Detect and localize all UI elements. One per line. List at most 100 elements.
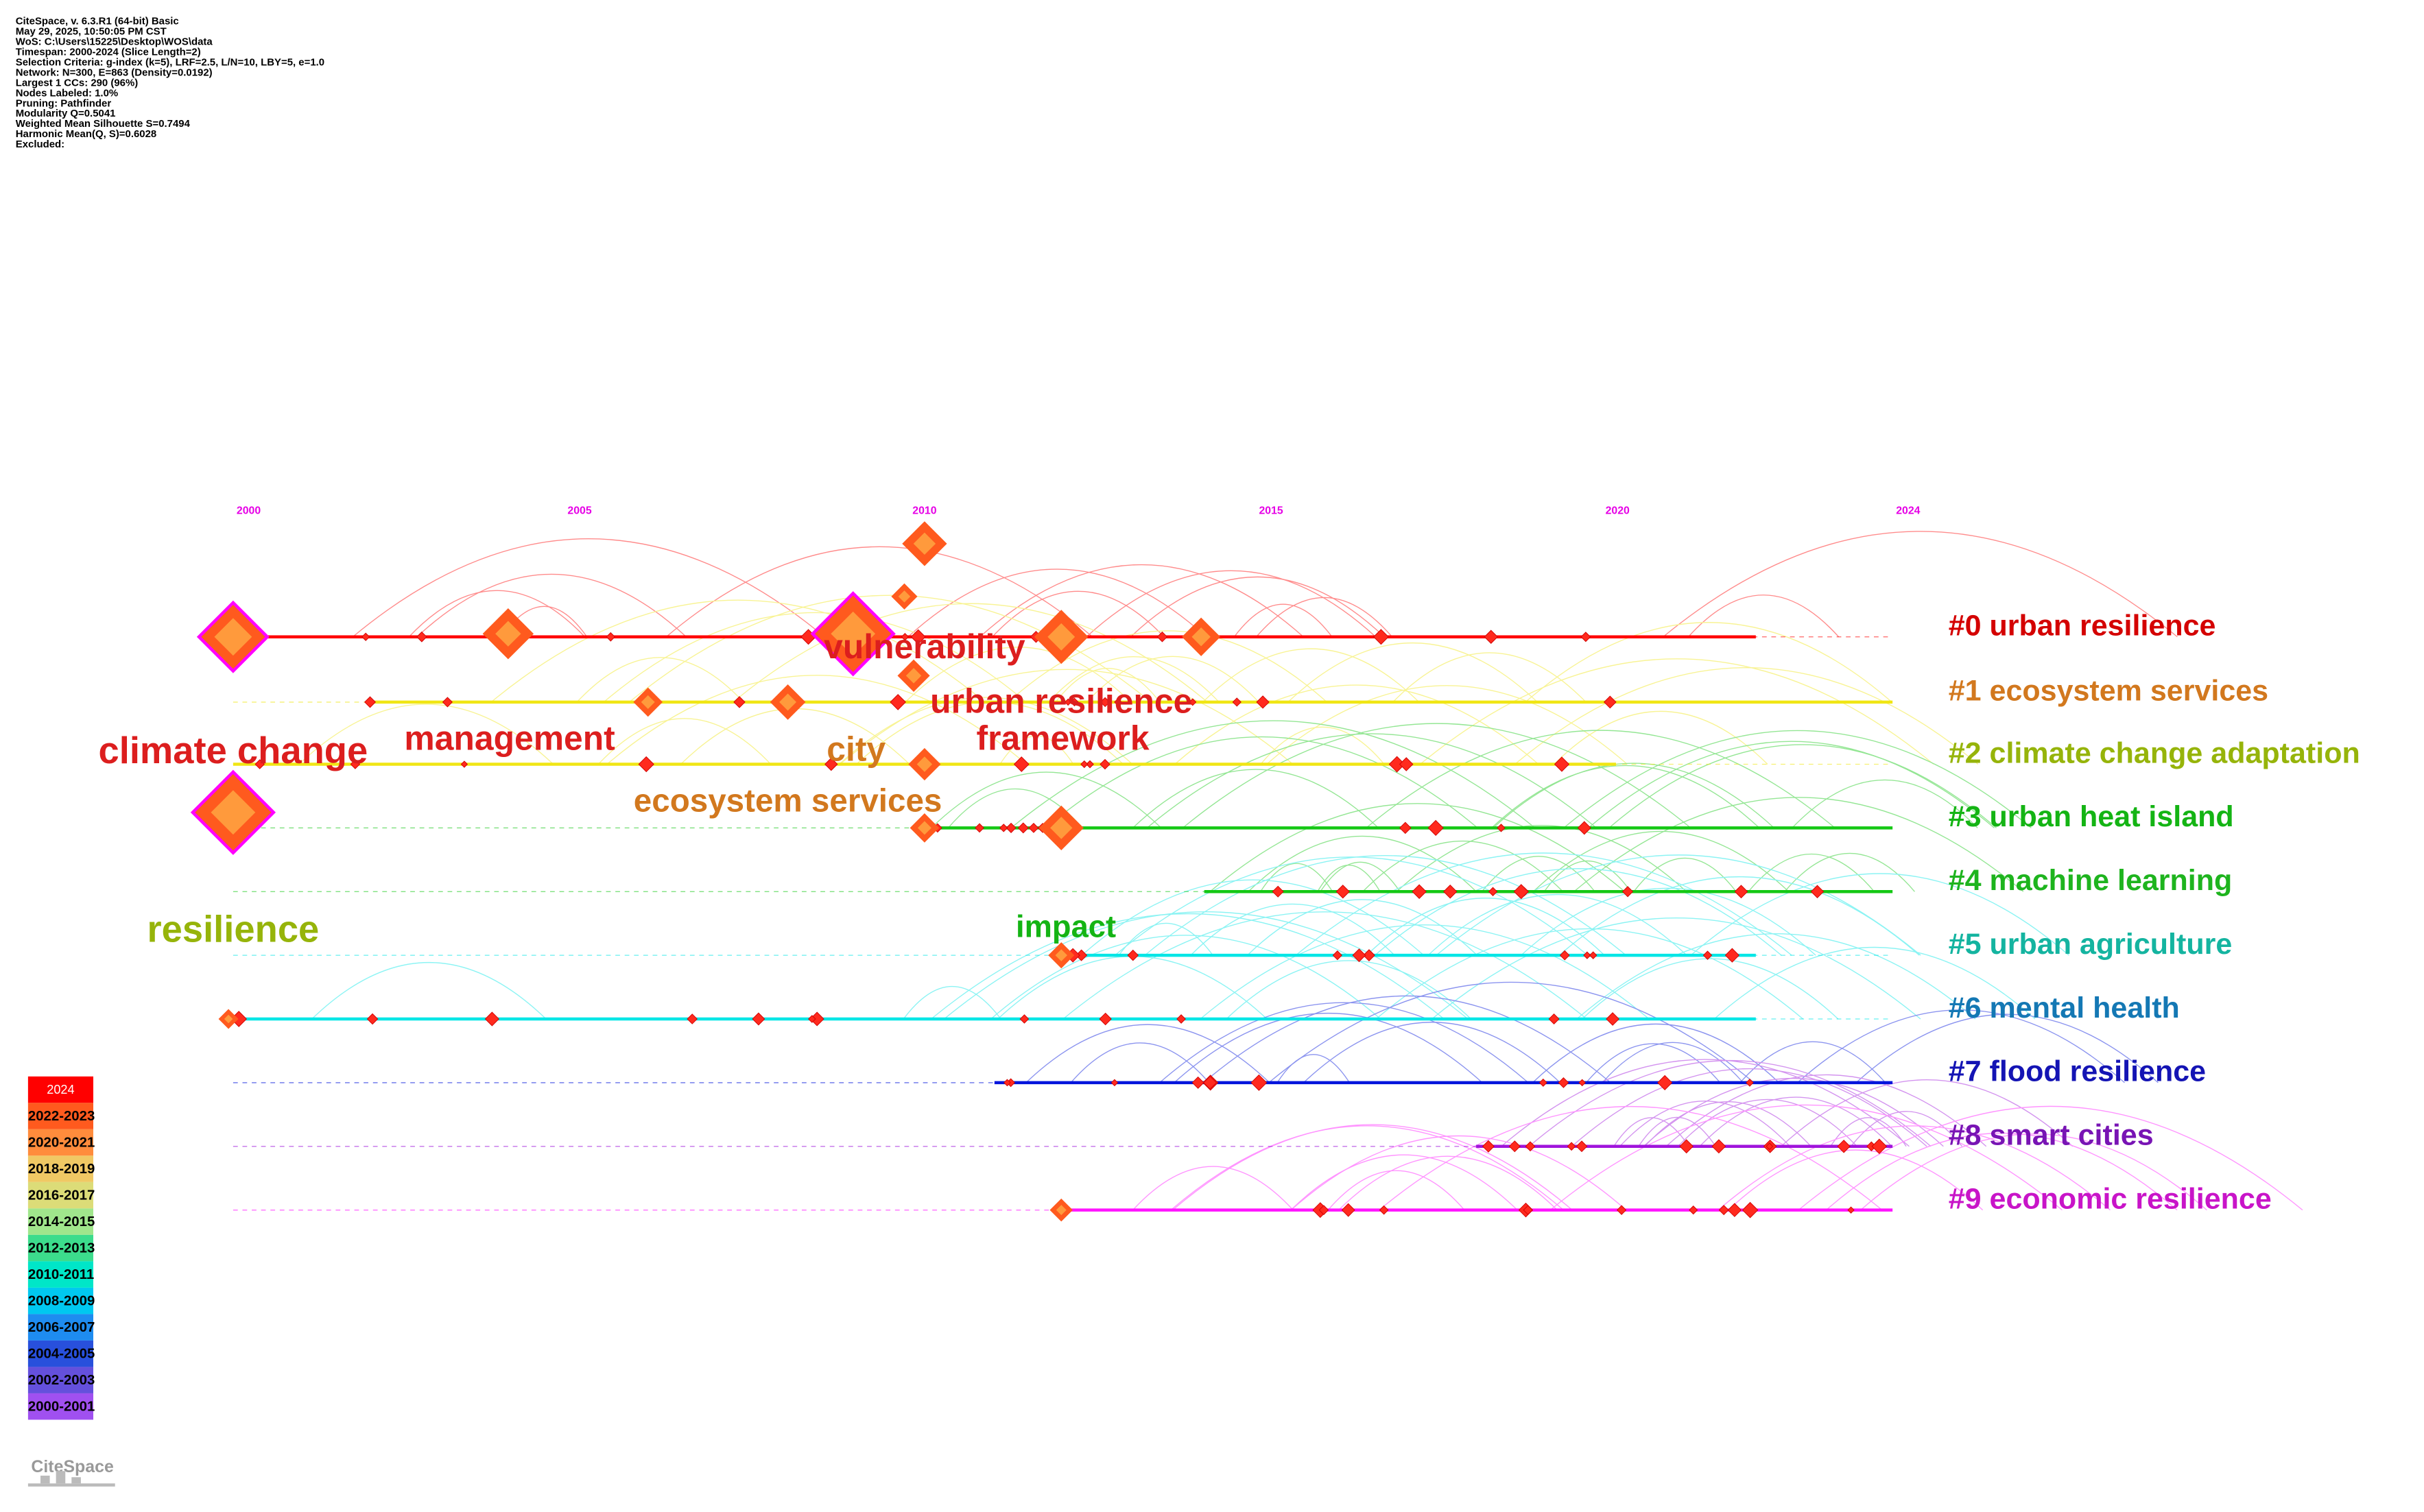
citation-arc — [1366, 898, 1605, 956]
node-core — [916, 756, 933, 772]
citation-arc — [1144, 855, 1627, 956]
citation-arc — [408, 590, 586, 638]
node — [808, 1015, 816, 1023]
legend-label: 2014-2015 — [28, 1214, 95, 1229]
citation-arc — [1025, 1024, 1270, 1083]
citation-arc — [1290, 1154, 1518, 1211]
node — [1548, 1013, 1560, 1024]
header-line: Pruning: Pathfinder — [16, 97, 112, 109]
citation-arc — [1436, 854, 1921, 956]
citation-arc — [1748, 853, 1875, 892]
citation-arc — [1481, 856, 1595, 892]
citation-arc — [1086, 656, 1259, 703]
citation-arc — [1202, 648, 1420, 703]
citation-arc — [352, 538, 825, 638]
citation-arc — [1256, 597, 1393, 638]
citation-arc — [1248, 835, 1477, 892]
citation-arc — [1268, 981, 1755, 1083]
node — [1176, 1014, 1186, 1024]
citation-arc — [606, 675, 1027, 765]
node — [254, 759, 265, 769]
node — [1689, 1205, 1698, 1215]
node — [1028, 822, 1039, 833]
citation-arc — [1190, 903, 1395, 956]
node — [1837, 1140, 1851, 1153]
citation-arc — [1320, 861, 1401, 892]
node — [606, 632, 616, 642]
citation-arc — [1860, 1133, 2207, 1211]
cluster-label: #8 smart cities — [1949, 1119, 2154, 1152]
node — [1100, 758, 1110, 770]
legend-label: 2006-2007 — [28, 1320, 95, 1335]
keyword-label: management — [404, 719, 615, 758]
node — [416, 631, 427, 643]
year-label: 2024 — [1896, 505, 1920, 516]
citation-arc — [1174, 1012, 1483, 1083]
legend-label: 2002-2003 — [28, 1373, 95, 1388]
citation-arc — [603, 612, 1027, 703]
year-label: 2020 — [1606, 505, 1630, 516]
citation-arc — [1317, 865, 1381, 892]
header-line: WoS: C:\Users\15225\Desktop\WOS\data — [16, 36, 213, 48]
citation-arc — [1563, 730, 2032, 828]
header-line: Excluded: — [16, 139, 64, 150]
node — [442, 697, 453, 708]
citation-arc — [311, 962, 547, 1020]
citation-arc — [416, 573, 687, 638]
node — [1871, 1138, 1888, 1155]
node — [824, 757, 838, 771]
citation-arc — [1338, 1155, 1558, 1211]
legend-label: 2024 — [47, 1083, 74, 1096]
node-core — [495, 621, 521, 647]
citation-arc — [1200, 924, 1650, 1020]
citation-arc — [1266, 685, 1628, 765]
citation-arc — [1209, 803, 1626, 892]
citation-arc — [1431, 917, 1921, 1020]
node — [1484, 629, 1499, 644]
citation-arc — [903, 986, 1001, 1020]
citation-arc — [1826, 1132, 2178, 1211]
node-core — [211, 790, 256, 835]
legend-swatch — [27, 1234, 94, 1262]
keyword-label: climate change — [99, 730, 368, 771]
node — [1847, 1206, 1855, 1214]
node — [910, 629, 926, 645]
citation-arc — [1638, 1116, 1716, 1147]
node — [1335, 885, 1350, 899]
legend-label: 2010-2011 — [28, 1267, 94, 1282]
node — [1070, 697, 1079, 707]
node — [1578, 1079, 1586, 1087]
header-line: Modularity Q=0.5041 — [16, 108, 116, 119]
header-line: Largest 1 CCs: 290 (96%) — [16, 77, 139, 88]
node — [1003, 1079, 1011, 1087]
citation-arc — [1573, 797, 2024, 892]
citation-arc — [1114, 856, 1589, 956]
node — [350, 759, 361, 769]
node — [890, 694, 906, 710]
citation-arc — [1170, 1125, 1564, 1211]
citation-arc — [943, 911, 1469, 1020]
node — [1256, 695, 1270, 709]
legend-label: 2018-2019 — [28, 1162, 95, 1177]
keyword-label: resilience — [147, 909, 319, 950]
cluster-label: #6 mental health — [1949, 992, 2180, 1024]
citation-arc — [1687, 595, 1840, 638]
node — [1734, 885, 1748, 899]
header-line: Selection Criteria: g-index (k=5), LRF=2… — [16, 56, 324, 68]
node — [638, 756, 654, 773]
citation-arc — [1521, 887, 1816, 956]
citation-arc — [1276, 1054, 1351, 1083]
citation-arc — [1420, 658, 1934, 765]
node — [1621, 886, 1634, 898]
citation-arc — [576, 657, 744, 703]
citation-arc — [1781, 1079, 2074, 1147]
node — [361, 632, 370, 641]
node — [1399, 821, 1412, 835]
node — [366, 1013, 379, 1025]
node — [1558, 1077, 1569, 1088]
node — [901, 632, 910, 641]
citation-arc — [1582, 958, 1839, 1020]
node — [1013, 756, 1030, 772]
citation-arc — [1554, 710, 1768, 765]
